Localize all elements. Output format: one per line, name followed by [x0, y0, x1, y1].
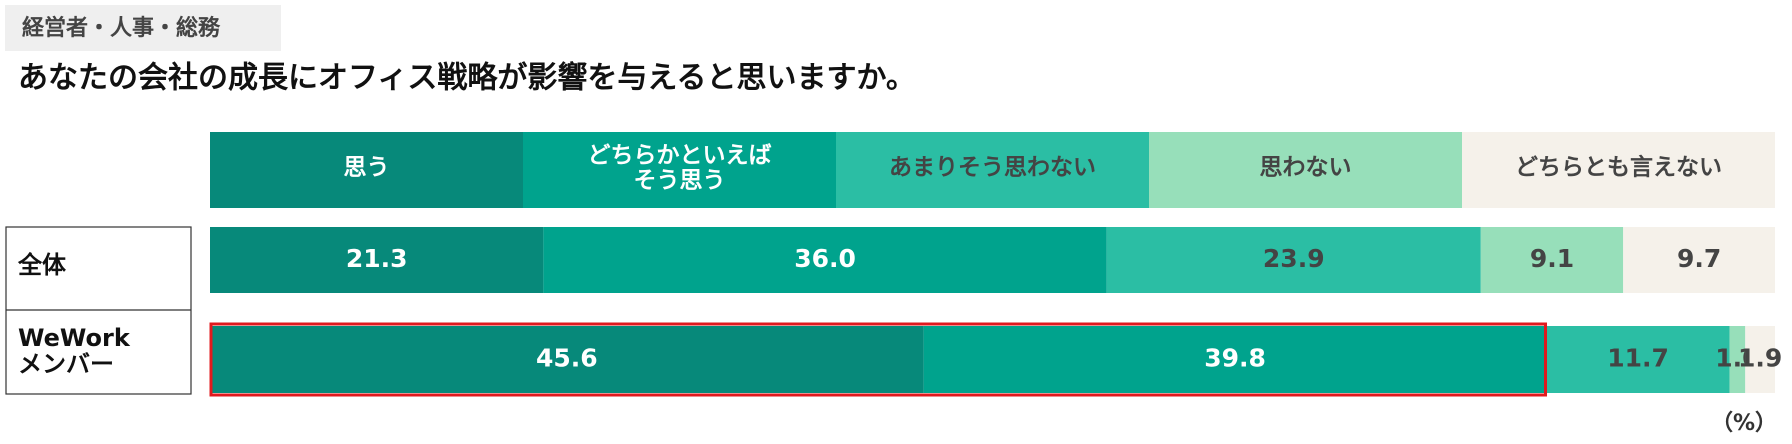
value-label: 9.7 — [1677, 244, 1721, 273]
bar-segment — [1480, 227, 1624, 293]
bar-segment — [543, 227, 1107, 293]
legend-box — [523, 132, 836, 208]
value-label: 1.9 — [1738, 344, 1782, 373]
bar-segment — [1106, 227, 1481, 293]
legend-box — [210, 132, 523, 208]
value-label: 9.1 — [1530, 244, 1574, 273]
legend-label: どちらとも言えない — [1515, 154, 1722, 181]
legend-label: 思わない — [1260, 155, 1352, 181]
bar-segment — [1729, 326, 1746, 393]
legend-box — [1462, 132, 1775, 208]
row-label: WeWork メンバー — [18, 324, 131, 378]
row-label: 全体 — [17, 251, 67, 279]
legend-label: 思う — [344, 155, 390, 181]
value-label: 36.0 — [794, 244, 856, 273]
bar-segment — [210, 227, 544, 293]
value-label: 23.9 — [1263, 244, 1325, 273]
unit-label: （%） — [1711, 411, 1777, 436]
chart-title: あなたの会社の成長にオフィス戦略が影響を与えると思いますか。 — [18, 61, 916, 96]
tag-box — [5, 5, 281, 51]
bar-segment — [1745, 326, 1775, 393]
bar-segment — [210, 326, 924, 393]
bar-segment — [1623, 227, 1775, 293]
bar-segment — [923, 326, 1547, 393]
legend-box — [836, 132, 1149, 208]
value-label: 45.6 — [536, 344, 598, 373]
value-label: 39.8 — [1204, 344, 1266, 373]
legend-box — [1149, 132, 1462, 208]
value-label: 11.7 — [1607, 344, 1669, 373]
legend-label: どちらかといえばそう思う — [588, 142, 772, 193]
legend-label: あまりそう思わない — [889, 155, 1096, 181]
bar-segment — [1546, 326, 1730, 393]
chart-subtitle: 経営者・人事・総務 — [22, 15, 221, 41]
highlight-box — [209, 322, 1548, 397]
value-label: 21.3 — [346, 244, 408, 273]
